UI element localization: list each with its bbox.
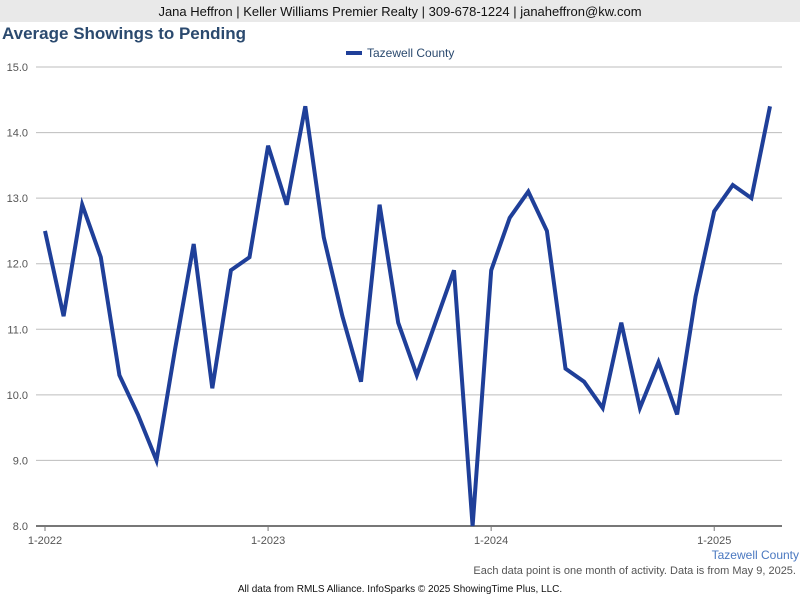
y-tick-label: 14.0	[7, 128, 28, 140]
x-tick-label: 1-2024	[474, 535, 508, 547]
contact-text: Jana Heffron | Keller Williams Premier R…	[158, 3, 642, 19]
page-footer: All data from RMLS Alliance. InfoSparks …	[237, 584, 563, 595]
y-tick-label: 8.0	[13, 521, 28, 533]
y-tick-label: 11.0	[7, 324, 28, 336]
x-tick-label: 1-2023	[251, 535, 285, 547]
x-tick-label: 1-2022	[28, 535, 62, 547]
legend-label: Tazewell County	[367, 46, 455, 60]
chart-title: Average Showings to Pending	[2, 24, 247, 43]
x-tick-label: 1-2025	[697, 535, 731, 547]
contact-bar: Jana Heffron | Keller Williams Premier R…	[0, 0, 800, 22]
y-tick-label: 9.0	[13, 455, 28, 467]
chart-legend: Tazewell County	[346, 46, 454, 60]
y-tick-label: 15.0	[7, 62, 28, 74]
series-line-tazewell-county	[43, 105, 772, 527]
legend-swatch	[346, 51, 362, 55]
y-tick-label: 12.0	[7, 259, 28, 271]
y-tick-label: 13.0	[7, 193, 28, 205]
series-label: Tazewell County	[712, 548, 799, 562]
data-footnote: Each data point is one month of activity…	[473, 565, 796, 577]
y-tick-label: 10.0	[7, 390, 28, 402]
